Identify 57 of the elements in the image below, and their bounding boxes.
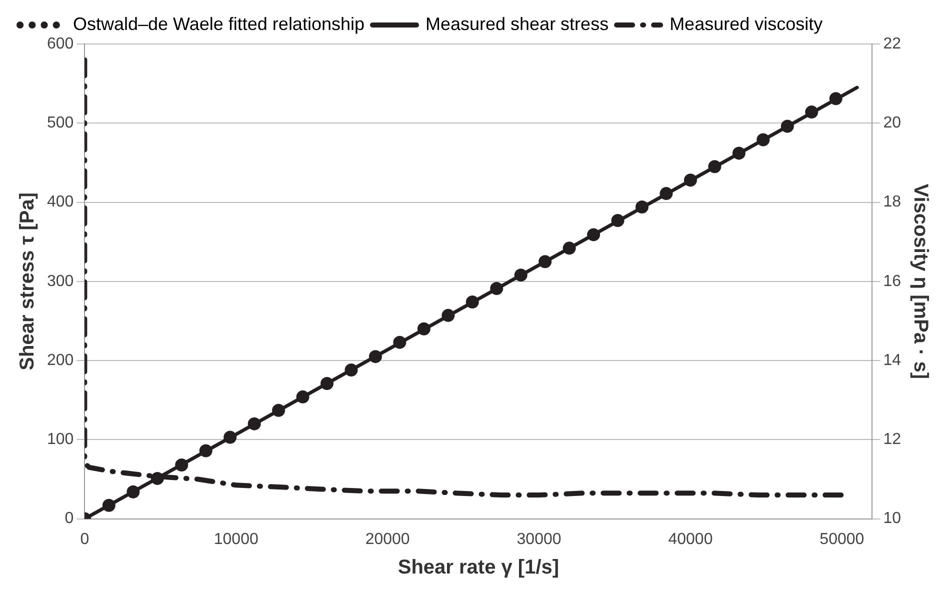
y-tick-label: 200 — [46, 352, 74, 369]
point — [756, 133, 770, 146]
point — [587, 228, 600, 242]
point — [538, 255, 552, 268]
point — [562, 242, 576, 255]
point — [199, 444, 212, 458]
point — [514, 268, 528, 282]
y-tick-label: 500 — [46, 114, 74, 132]
y2-tick-label: 22 — [883, 35, 902, 52]
point — [175, 458, 188, 472]
point — [490, 282, 504, 296]
point — [272, 404, 286, 417]
point — [611, 214, 624, 227]
point — [660, 187, 673, 200]
point — [126, 485, 140, 498]
y-tick-label: 300 — [46, 272, 74, 290]
legend-label: Ostwald–de Waele fitted relationship — [73, 14, 364, 34]
point — [150, 472, 164, 485]
point — [368, 350, 382, 364]
point — [224, 430, 237, 444]
y-tick-label: 600 — [46, 35, 74, 52]
y-tick-label: 100 — [46, 431, 74, 448]
y2-tick-label: 18 — [883, 194, 902, 211]
point — [829, 92, 842, 106]
y-tick-label: 0 — [64, 510, 74, 528]
y-axis-title: Shear stress τ [Pa] — [16, 192, 39, 370]
x-tick-label: 40000 — [668, 530, 713, 548]
point — [296, 390, 310, 404]
point — [344, 364, 358, 377]
point — [805, 106, 818, 119]
x-tick-label: 10000 — [214, 530, 258, 548]
point — [636, 200, 649, 214]
point — [417, 322, 430, 336]
y2-tick-label: 10 — [883, 510, 902, 528]
y2-tick-label: 16 — [883, 272, 902, 290]
legend-label: Measured viscosity — [670, 14, 823, 34]
x-tick-label: 0 — [80, 530, 90, 548]
y2-tick-label: 14 — [883, 352, 902, 369]
y-tick-label: 400 — [46, 194, 74, 211]
point — [732, 146, 746, 160]
y2-axis-title: Viscosity η [mPa · s] — [909, 184, 932, 380]
point — [320, 376, 334, 390]
x-tick-label: 30000 — [516, 530, 562, 548]
point — [684, 174, 697, 187]
legend-label: Measured shear stress — [425, 14, 609, 34]
point — [780, 120, 794, 133]
x-tick-label: 50000 — [820, 530, 864, 548]
point — [393, 336, 406, 349]
point — [102, 498, 116, 512]
y2-tick-label: 20 — [883, 114, 902, 132]
x-tick-label: 20000 — [365, 530, 410, 548]
x-axis-title: Shear rate γ [1/s] — [398, 556, 560, 579]
point — [708, 160, 722, 174]
y2-tick-label: 12 — [883, 431, 902, 448]
point — [442, 308, 455, 322]
point — [248, 417, 261, 430]
point — [466, 295, 479, 308]
